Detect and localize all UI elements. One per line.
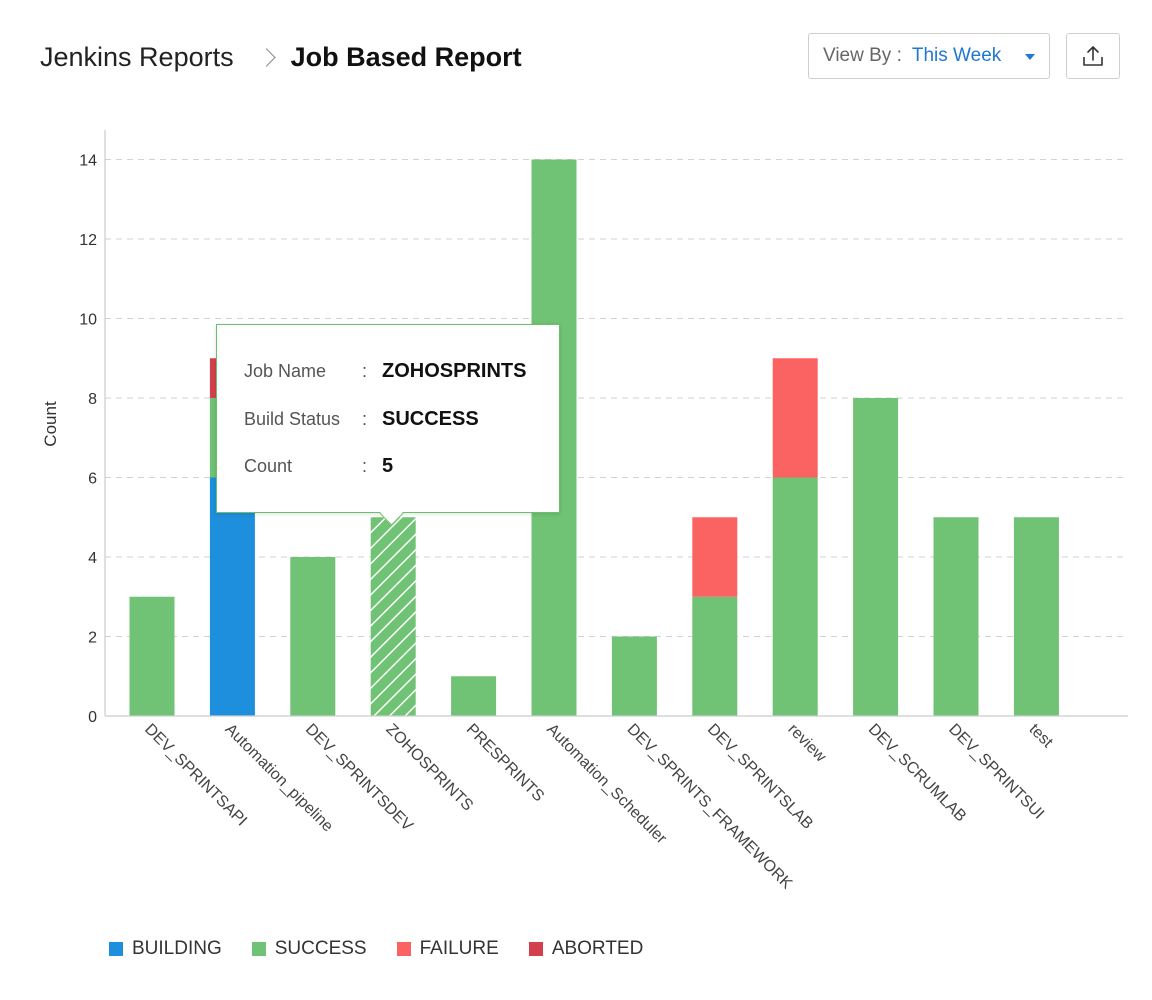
export-upload-icon [1083,46,1103,66]
legend-item-success[interactable]: SUCCESS [251,938,367,960]
chevron-down-icon [1025,54,1035,60]
legend-label: BUILDING [132,938,222,959]
legend-item-building[interactable]: BUILDING [109,938,222,960]
bar-segment-success[interactable] [772,477,818,717]
chart-legend: BUILDING SUCCESS FAILURE ABORTED [109,938,673,960]
breadcrumb: Jenkins Reports Job Based Report [40,30,522,84]
bar-segment-success[interactable] [370,517,416,716]
legend-item-failure[interactable]: FAILURE [396,938,499,960]
x-tick-label: review [784,721,829,766]
bar-segment-success[interactable] [853,398,899,716]
breadcrumb-root-link[interactable]: Jenkins Reports [40,41,234,72]
legend-swatch [396,942,411,956]
y-tick-label: 4 [88,550,97,567]
tooltip-colon: : [362,455,368,476]
bar-segment-success[interactable] [1013,517,1059,716]
tooltip-colon: : [362,408,368,429]
legend-swatch [528,942,543,956]
view-by-label: View By : [823,45,902,66]
tooltip-colon: : [362,360,368,381]
bar-segment-success[interactable] [451,676,497,716]
y-tick-label: 0 [88,709,97,726]
legend-label: ABORTED [551,938,644,959]
bar-segment-failure[interactable] [692,517,738,597]
tooltip-key: Build Status [244,408,341,429]
page-title: Job Based Report [290,41,522,72]
tooltip-value: 5 [382,454,394,477]
bar-segment-success[interactable] [129,596,175,716]
tooltip-row-count: Count : 5 [244,451,393,481]
legend-item-aborted[interactable]: ABORTED [528,938,644,960]
tooltip-row-job-name: Job Name : ZOHOSPRINTS [244,356,526,386]
legend-swatch [251,942,266,956]
tooltip-value: SUCCESS [382,407,479,430]
x-tick-label: PRESPRINTS [463,721,547,805]
x-tick-label: test [1026,721,1057,752]
bar-segment-building[interactable] [209,477,255,717]
y-tick-label: 14 [79,153,97,170]
y-tick-label: 2 [88,630,97,647]
y-tick-label: 12 [79,232,97,249]
legend-swatch [109,942,123,956]
bar-segment-success[interactable] [933,517,979,716]
y-tick-label: 8 [88,391,97,408]
legend-label: FAILURE [419,938,499,959]
bar-segment-success[interactable] [692,596,738,716]
bar-segment-success[interactable] [611,636,657,717]
view-by-value: This Week [911,45,1002,66]
x-tick-label: ZOHOSPRINTS [382,721,476,815]
legend-label: SUCCESS [274,938,367,959]
tooltip-row-build-status: Build Status : SUCCESS [244,404,479,434]
y-tick-label: 6 [88,471,97,488]
y-tick-label: 10 [79,312,97,329]
y-axis-label: Count [41,401,60,447]
chart-tooltip: Job Name : ZOHOSPRINTS Build Status : SU… [216,324,560,526]
bar-segment-success[interactable] [290,557,336,716]
x-tick-label: DEV_SPRINTS_FRAMEWORK [624,721,796,893]
view-by-dropdown[interactable]: View By : This Week [808,33,1050,79]
tooltip-key: Count [244,455,293,476]
export-button[interactable] [1066,33,1120,79]
tooltip-key: Job Name [244,360,327,381]
bar-segment-failure[interactable] [772,358,818,478]
tooltip-value: ZOHOSPRINTS [382,359,527,382]
